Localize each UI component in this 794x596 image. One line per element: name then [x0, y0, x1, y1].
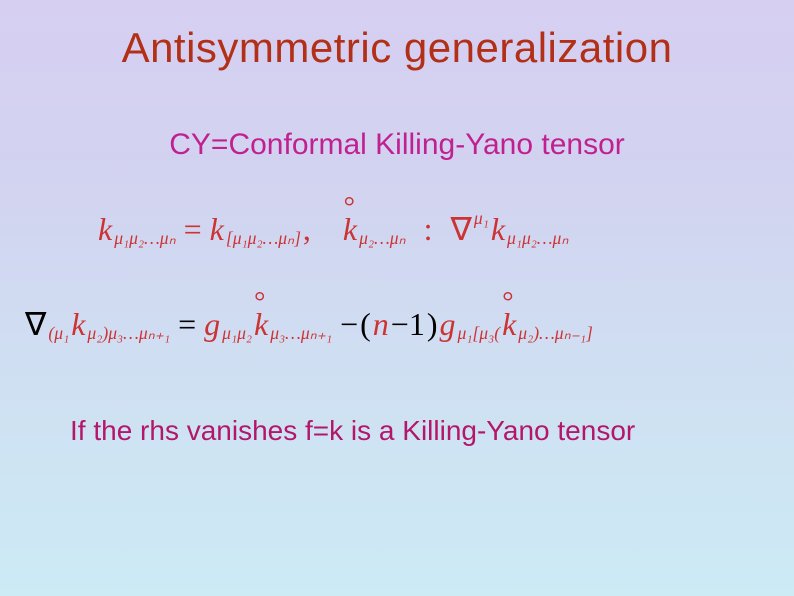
slide-title: Antisymmetric generalization [0, 24, 794, 72]
eq1-comma: , [303, 211, 311, 248]
eq1-kcirc-sub: μ₂…μₙ [359, 228, 405, 249]
eq2-m1: −1 [391, 306, 425, 343]
eq1-k2: k [210, 211, 224, 248]
eq2-g2-sub: μ₁[μ₃( [457, 323, 500, 344]
eq2-k1: k [254, 306, 268, 343]
eq2-g2: g [439, 306, 455, 343]
slide-subtitle: CY=Conformal Killing-Yano tensor [0, 128, 794, 162]
eq2-n: n [373, 306, 389, 343]
eq1-nabla-sup: μ₁ [474, 208, 489, 229]
eq1-k1-sub: μ₁μ₂…μₙ [114, 228, 175, 249]
eq2-rp: ) [427, 306, 438, 343]
eq1-equals: = [184, 211, 202, 248]
eq2-minus: − [340, 306, 358, 343]
equation-row-2: ∇ (μ₁ k μ₂)μ₃…μₙ₊₁ = g μ₁μ₂ k μ₃…μₙ₊₁ − … [25, 305, 593, 343]
eq2-g1-sub: μ₁μ₂ [222, 323, 252, 344]
eq2-k2-sub: μ₂)…μₙ₋₁] [518, 323, 593, 344]
slide: Antisymmetric generalization CY=Conforma… [0, 0, 794, 596]
eq2-k-lhs: k [71, 306, 85, 343]
closing-text: If the rhs vanishes f=k is a Killing-Yan… [70, 415, 635, 447]
eq1-k2-sub: [μ₁μ₂…μₙ] [226, 228, 301, 249]
eq2-lhs-sub1: (μ₁ [48, 323, 69, 344]
equation-row-1: k μ₁μ₂…μₙ = k [μ₁μ₂…μₙ] , k μ₂…μₙ : ∇ μ₁… [98, 210, 568, 248]
eq1-k3-sub: μ₁μ₂…μₙ [507, 228, 568, 249]
eq2-lp: ( [360, 306, 371, 343]
eq2-k2: k [502, 306, 516, 343]
eq1-colon: : [424, 211, 433, 248]
eq2-equals: = [178, 306, 196, 343]
eq1-nabla: ∇ [450, 210, 471, 248]
eq2-nabla: ∇ [25, 305, 46, 343]
eq2-k1-sub: μ₃…μₙ₊₁ [270, 323, 332, 344]
eq2-lhs-sub2: μ₂)μ₃…μₙ₊₁ [87, 323, 170, 344]
eq1-k3: k [491, 211, 505, 248]
eq2-g1: g [204, 306, 220, 343]
eq1-k1: k [98, 211, 112, 248]
eq1-kcirc: k [343, 211, 357, 248]
